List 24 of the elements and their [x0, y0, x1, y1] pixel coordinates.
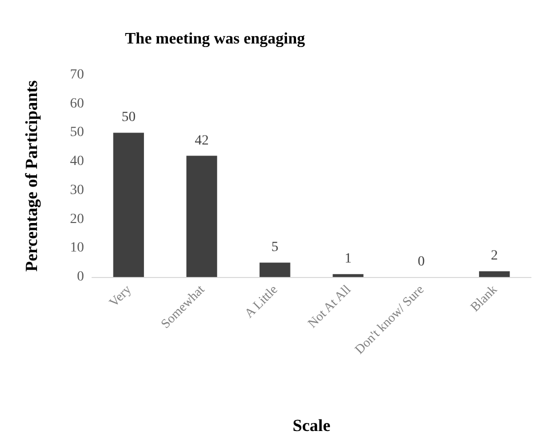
- x-tick-label: Very: [106, 281, 134, 310]
- data-label: 2: [490, 248, 498, 264]
- y-tick-label: 20: [70, 212, 84, 227]
- y-tick-label: 30: [70, 182, 84, 198]
- bar: [186, 156, 218, 277]
- bar: [332, 274, 364, 277]
- bar: [113, 132, 144, 277]
- data-label: 0: [418, 254, 425, 270]
- data-label: 1: [344, 252, 352, 267]
- x-axis-title: Scale: [292, 416, 331, 435]
- data-label: 5: [271, 240, 278, 256]
- y-tick-label: 40: [70, 154, 84, 170]
- data-label: 42: [194, 133, 209, 148]
- y-tick-label: 60: [70, 96, 84, 112]
- y-tick-label: 0: [77, 270, 84, 284]
- chart-title: The meeting was engaging: [125, 30, 305, 48]
- y-tick-label: 70: [70, 68, 84, 82]
- x-tick-label: Not At All: [304, 281, 354, 331]
- bar: [479, 271, 510, 277]
- y-tick-label: 10: [70, 240, 84, 256]
- y-axis-title: Percentage of Participants: [22, 80, 41, 272]
- bar: [260, 262, 290, 277]
- data-label: 50: [122, 110, 136, 126]
- y-tick-label: 50: [70, 125, 84, 140]
